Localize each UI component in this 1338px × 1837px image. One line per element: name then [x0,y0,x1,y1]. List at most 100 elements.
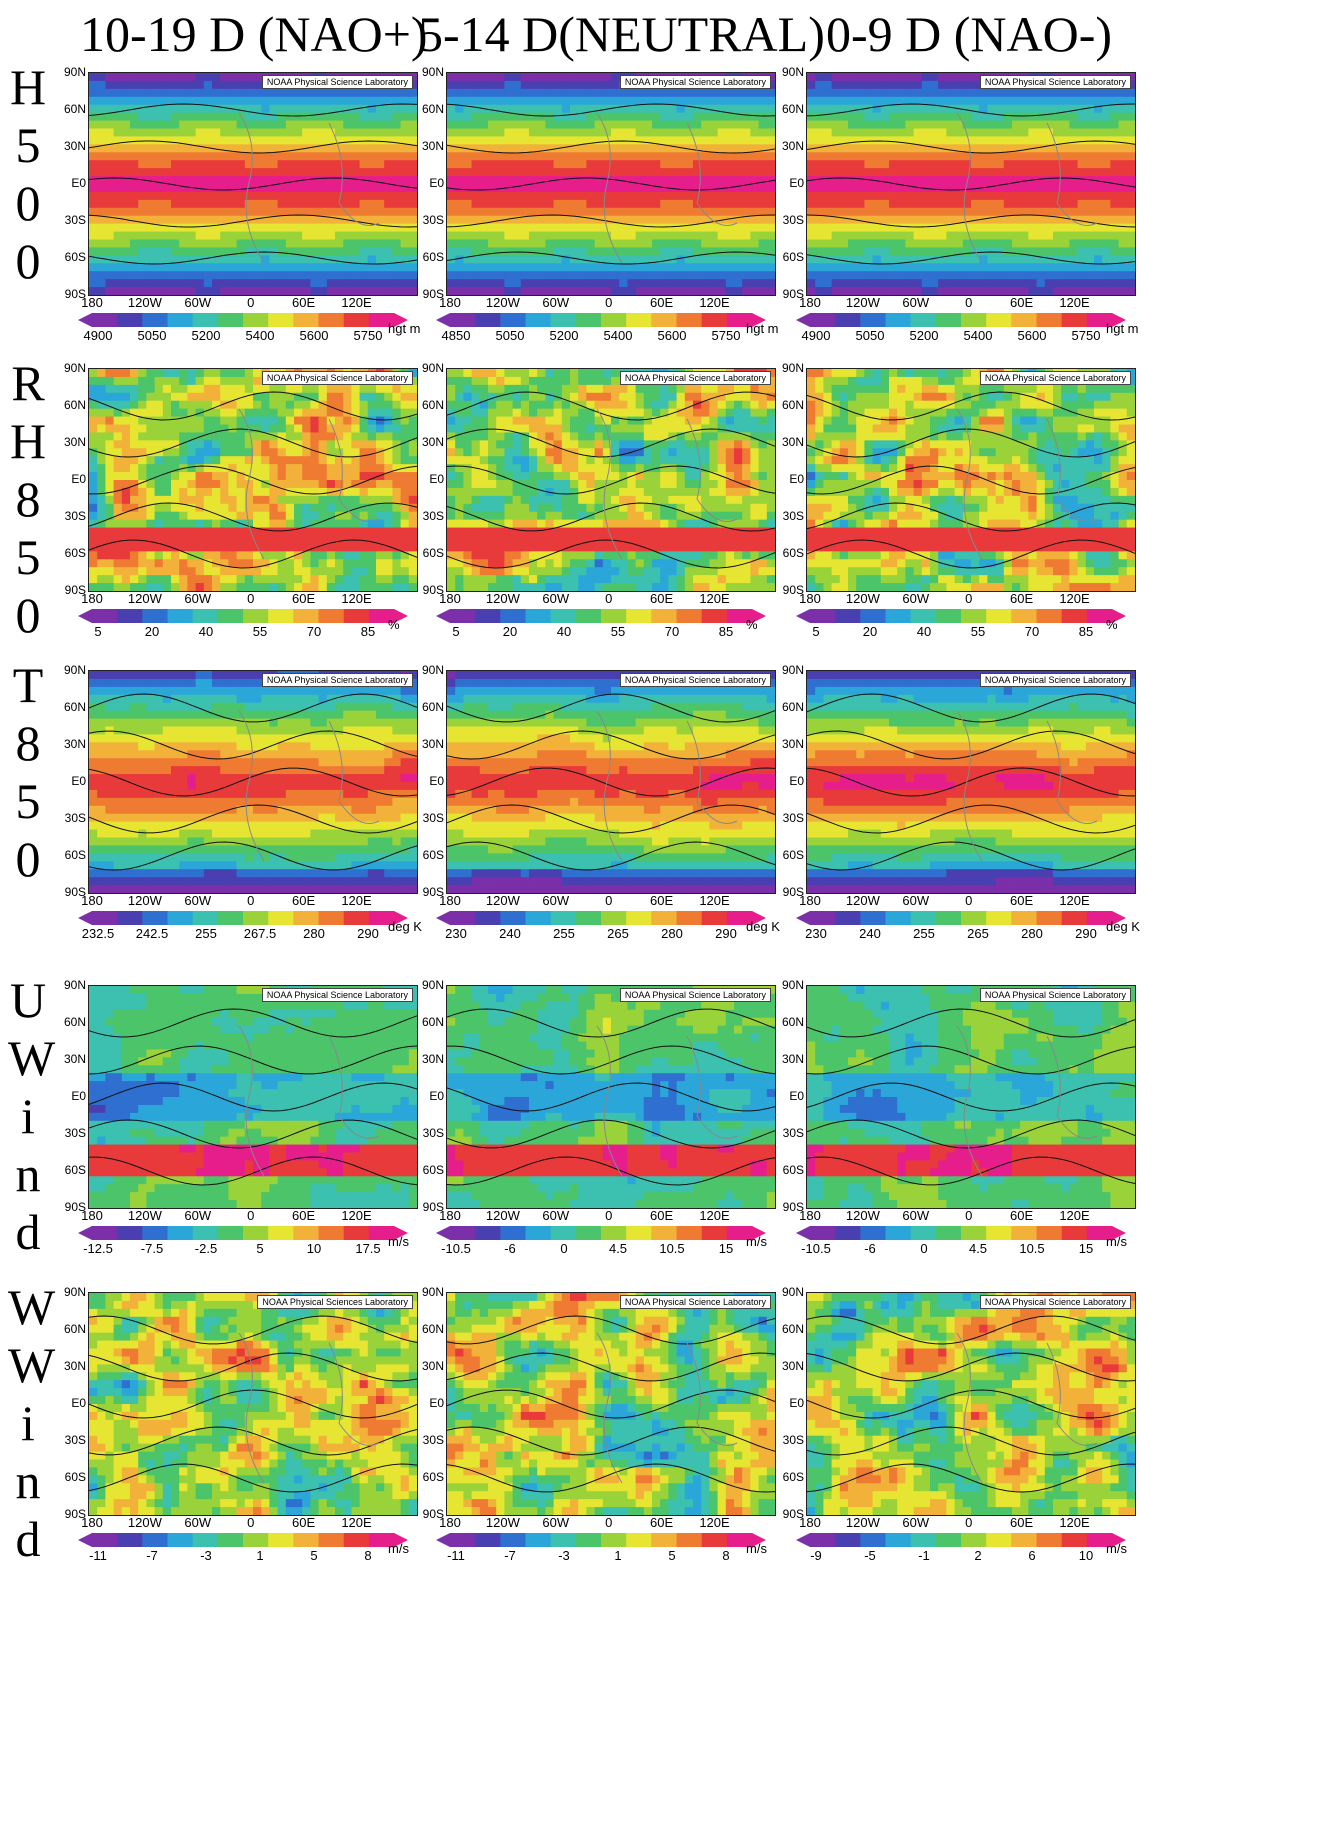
field-cell [905,128,915,138]
field-cell [1094,223,1103,233]
field-cell [146,440,156,449]
color-bar-label: 5600 [1017,328,1047,343]
field-cell [880,104,890,114]
field-cell [496,112,505,122]
field-cell [987,191,997,201]
field-cell [253,152,262,161]
field-cell [545,160,555,169]
field-cell [553,128,563,138]
field-cell [326,144,336,153]
contour-line [447,140,775,154]
field-cell [121,88,131,98]
field-cell [734,88,743,98]
field-cell [734,128,743,138]
field-cell [520,136,530,145]
field-cell [277,487,287,497]
field-cell [594,184,604,193]
field-cell [594,392,604,402]
field-cell [1036,104,1046,114]
field-cell [880,199,890,209]
field-cell [220,279,229,288]
field-cell [294,527,303,537]
field-cell [488,279,497,288]
field-cell [171,73,180,82]
field-cell [253,464,262,473]
field-cell [203,376,213,386]
field-cell [643,184,653,193]
field-cell [561,160,571,169]
row-label-letter: R [11,355,45,411]
field-cell [326,88,336,98]
field-cell [269,239,279,249]
field-cell [930,128,939,138]
field-cell [1077,136,1087,145]
field-cell [635,120,645,130]
field-cell [938,215,947,225]
field-cell [367,271,377,280]
field-cell [244,543,254,552]
field-cell [236,456,246,465]
field-cell [318,144,328,153]
field-cell [1020,263,1029,272]
field-cell [326,96,336,106]
field-cell [889,168,898,177]
field-cell [889,223,898,233]
field-cell [758,152,768,161]
field-cell [520,287,530,295]
field-cell [725,384,735,394]
field-cell [343,543,352,552]
field-cell [187,239,197,249]
field-cell [1028,207,1038,217]
field-cell [758,104,768,114]
field-cell [545,408,555,418]
field-cell [807,263,816,272]
field-cell [105,136,115,145]
field-cell [1003,184,1013,193]
field-cell [652,191,661,201]
field-cell [512,80,522,90]
field-cell [310,535,320,545]
field-cell [471,176,481,185]
field-cell [236,400,246,410]
field-cell [138,408,147,418]
field-cell [228,511,238,521]
field-cell [758,287,768,295]
field-cell [253,511,262,521]
field-cell [343,247,352,256]
field-cell [586,239,596,249]
row-label-letter: 8 [15,471,41,527]
field-cell [553,223,563,233]
field-cell [848,112,857,122]
field-cell [479,80,489,90]
field-cell [635,247,645,256]
field-cell [236,369,246,378]
field-cell [995,207,1005,217]
field-cell [1126,207,1135,217]
field-cell [750,104,760,114]
field-cell [496,88,505,98]
field-cell [367,432,377,441]
field-cell [611,96,620,106]
field-cell [121,495,131,505]
field-cell [880,184,890,193]
field-cell [676,104,686,114]
field-cell [1085,112,1095,122]
field-cell [488,104,497,114]
field-cell [171,263,180,272]
field-cell [392,279,402,288]
field-cell [520,400,530,410]
field-cell [105,575,115,584]
field-cell [537,80,546,90]
field-cell [619,416,628,426]
field-cell [995,191,1005,201]
field-cell [1036,191,1046,201]
field-cell [367,160,377,169]
field-cell [392,487,402,497]
field-cell [1028,160,1038,169]
color-bar-swatch [192,313,219,327]
field-cell [318,128,328,138]
field-cell [179,384,188,394]
field-cell [537,168,546,177]
field-cell [269,432,279,441]
field-cell [113,168,123,177]
